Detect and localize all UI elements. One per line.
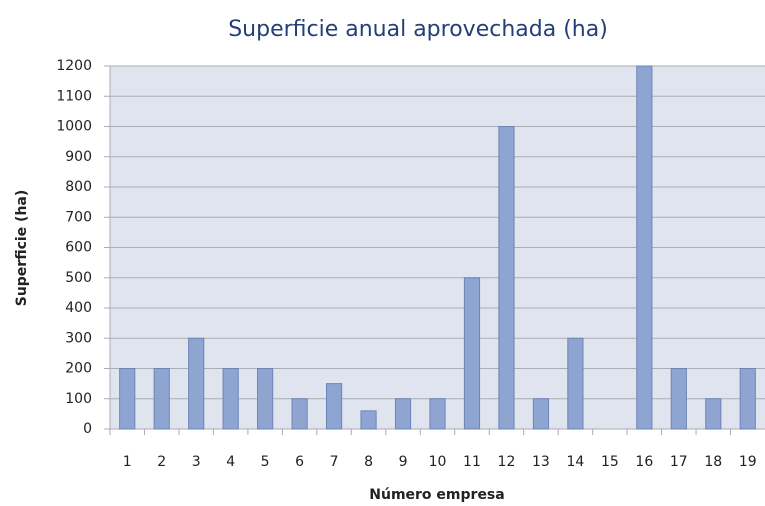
y-tick-label: 400 [65,300,92,316]
bar [291,398,308,430]
x-tick-label: 5 [261,454,270,470]
y-tick-label: 200 [65,361,92,377]
x-tick-label: 15 [601,454,619,470]
x-tick-label: 19 [739,454,757,470]
bar [739,368,756,430]
bar [705,398,722,430]
bar [153,368,170,430]
bar [636,65,653,430]
bar [463,277,481,430]
x-tick-label: 9 [399,454,408,470]
y-tick-label: 600 [65,240,92,256]
bar [222,368,239,430]
x-tick-label: 17 [670,454,688,470]
bar [670,368,687,430]
bar [532,398,550,430]
x-tick-label: 14 [566,454,584,470]
x-tick-label: 1 [123,454,132,470]
y-tick-label: 1200 [56,58,92,74]
y-tick-label: 800 [65,179,92,195]
chart-title: Superficie anual aprovechada (ha) [228,17,608,42]
bar [257,368,274,430]
y-axis-label: Superficie (ha) [14,190,30,307]
bar [567,337,584,430]
y-tick-label: 100 [65,391,92,407]
x-tick-label: 13 [532,454,550,470]
bar [429,398,446,430]
x-tick-label: 3 [192,454,201,470]
bar [325,383,343,430]
x-tick-label: 4 [226,454,235,470]
y-tick-label: 900 [65,149,92,165]
x-tick-label: 8 [364,454,373,470]
x-tick-label: 11 [463,454,481,470]
x-tick-label: 6 [295,454,304,470]
bar [360,410,377,430]
x-tick-label: 2 [157,454,166,470]
x-axis-label: Número empresa [369,487,504,503]
y-tick-label: 500 [65,270,92,286]
bar [119,368,136,430]
x-tick-label: 10 [429,454,447,470]
y-tick-label: 1100 [56,88,92,104]
bar [394,398,412,430]
x-tick-label: 12 [498,454,516,470]
x-tick-label: 18 [704,454,722,470]
y-tick-label: 1000 [56,119,92,135]
y-tick-label: 700 [65,209,92,225]
y-tick-label: 300 [65,330,92,346]
bar [498,126,515,430]
x-tick-label: 7 [330,454,339,470]
y-tick-label: 0 [83,421,92,437]
bar [188,337,205,430]
x-tick-label: 16 [635,454,653,470]
